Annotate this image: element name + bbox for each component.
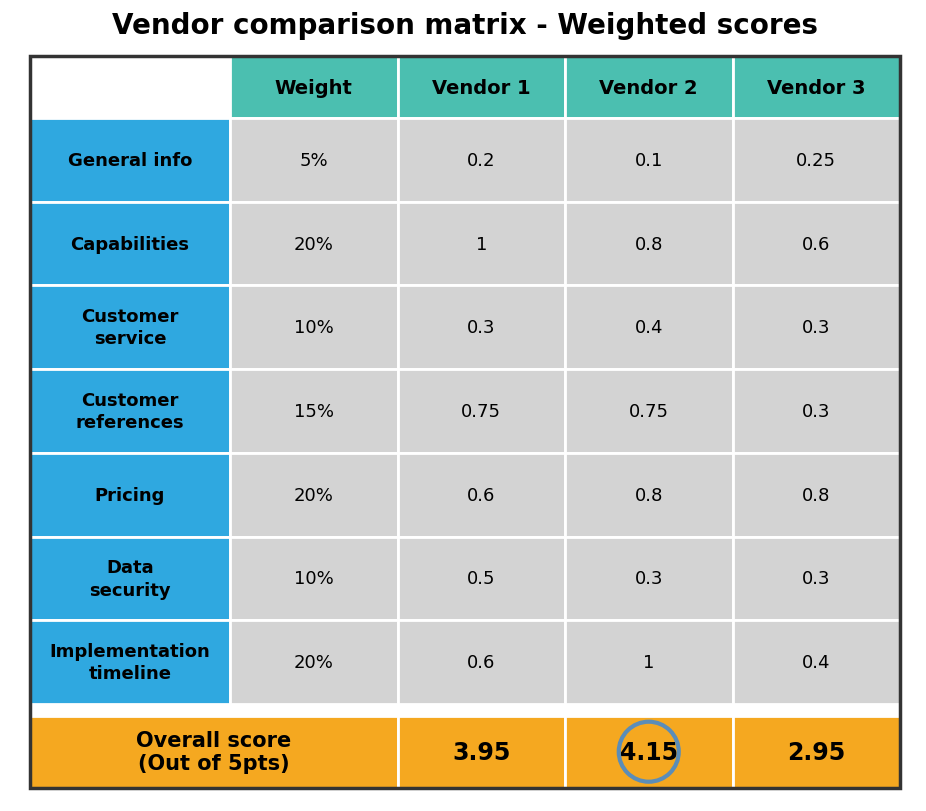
Text: 0.8: 0.8 [634,235,663,253]
Bar [397,57,565,119]
Bar [565,57,732,119]
Bar [30,119,230,203]
Text: 0.5: 0.5 [467,569,495,588]
Text: 10%: 10% [294,569,333,588]
Text: 10%: 10% [294,319,333,337]
Text: General info: General info [68,152,193,169]
Text: 0.1: 0.1 [634,152,663,169]
Text: 0.6: 0.6 [467,486,495,504]
Text: 0.4: 0.4 [802,654,831,672]
Bar [732,453,900,537]
Bar [30,453,230,537]
Text: 0.6: 0.6 [467,654,495,672]
Bar [732,119,900,203]
Text: 20%: 20% [294,654,333,672]
Text: Weight: Weight [275,79,353,97]
Text: 0.75: 0.75 [461,402,501,420]
Bar [230,203,397,286]
Text: 0.25: 0.25 [796,152,836,169]
Text: 3.95: 3.95 [452,740,510,764]
Bar [30,370,230,453]
Bar [397,453,565,537]
Bar [732,286,900,370]
Text: Data
security: Data security [89,559,170,599]
Bar [230,537,397,620]
Bar [397,620,565,704]
Bar [565,119,732,203]
Text: 0.3: 0.3 [802,319,831,337]
Text: 0.3: 0.3 [634,569,663,588]
Bar [397,203,565,286]
Bar [30,716,397,787]
Bar [732,716,900,787]
Bar [30,286,230,370]
Text: Customer
service: Customer service [81,308,179,348]
Text: 20%: 20% [294,235,333,253]
Text: Capabilities: Capabilities [70,235,190,253]
Bar [565,537,732,620]
Text: 1: 1 [476,235,487,253]
Text: 4.15: 4.15 [619,740,678,764]
Bar [397,537,565,620]
Bar [732,537,900,620]
Text: Vendor 1: Vendor 1 [432,79,531,97]
Bar [565,453,732,537]
Bar [397,716,565,787]
Text: Vendor 2: Vendor 2 [599,79,698,97]
Text: 20%: 20% [294,486,333,504]
Bar [565,286,732,370]
Text: Customer
references: Customer references [76,392,184,431]
Text: 0.75: 0.75 [629,402,669,420]
Text: Vendor comparison matrix - Weighted scores: Vendor comparison matrix - Weighted scor… [112,12,818,40]
Bar [732,620,900,704]
Text: 0.6: 0.6 [802,235,831,253]
Text: 0.4: 0.4 [634,319,663,337]
Bar [732,370,900,453]
Bar [397,119,565,203]
Bar [230,57,397,119]
Text: Vendor 3: Vendor 3 [767,79,866,97]
Text: 2.95: 2.95 [787,740,845,764]
Bar [30,620,230,704]
Bar [565,203,732,286]
Text: Pricing: Pricing [94,486,165,504]
Bar [565,716,732,787]
Text: 0.3: 0.3 [802,402,831,420]
Bar [230,370,397,453]
Text: 0.8: 0.8 [634,486,663,504]
Bar [230,453,397,537]
Bar [230,286,397,370]
Text: Implementation
timeline: Implementation timeline [50,642,210,682]
Bar [732,203,900,286]
Text: 15%: 15% [294,402,333,420]
Text: 5%: 5% [299,152,328,169]
Bar [230,119,397,203]
Text: Overall score
(Out of 5pts): Overall score (Out of 5pts) [136,730,292,774]
Text: 0.8: 0.8 [802,486,831,504]
Bar [30,57,230,119]
Bar [397,286,565,370]
Bar [230,620,397,704]
Bar [732,57,900,119]
Text: 0.2: 0.2 [467,152,495,169]
Bar [565,370,732,453]
Bar [397,370,565,453]
Text: 0.3: 0.3 [802,569,831,588]
Bar [30,203,230,286]
Text: 0.3: 0.3 [467,319,495,337]
Bar [565,620,732,704]
Bar [30,537,230,620]
Text: 1: 1 [643,654,655,672]
